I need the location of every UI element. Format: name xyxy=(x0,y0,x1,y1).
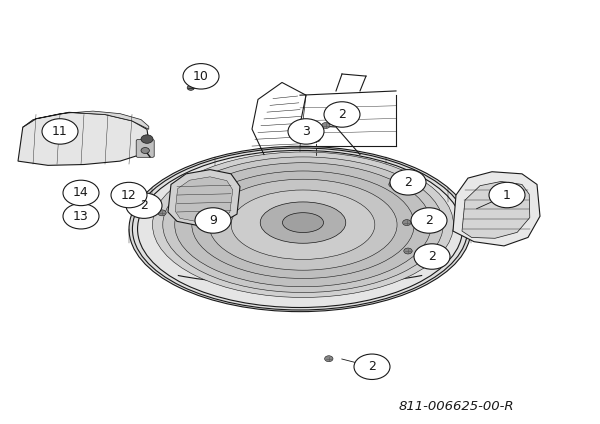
Circle shape xyxy=(141,135,153,143)
Text: 14: 14 xyxy=(73,187,89,199)
Text: 1: 1 xyxy=(503,189,511,201)
Ellipse shape xyxy=(163,157,443,293)
Circle shape xyxy=(195,208,231,233)
Circle shape xyxy=(183,64,219,89)
Polygon shape xyxy=(23,111,149,129)
Text: 2: 2 xyxy=(428,250,436,263)
Circle shape xyxy=(411,208,447,233)
Polygon shape xyxy=(453,172,540,246)
Circle shape xyxy=(187,85,194,90)
Circle shape xyxy=(322,123,330,128)
Circle shape xyxy=(126,193,162,218)
Circle shape xyxy=(158,210,166,216)
Ellipse shape xyxy=(133,148,467,310)
Polygon shape xyxy=(175,177,233,222)
Polygon shape xyxy=(18,112,149,165)
Text: 3: 3 xyxy=(302,125,310,138)
Text: 2: 2 xyxy=(338,108,346,121)
Circle shape xyxy=(111,182,147,208)
Ellipse shape xyxy=(260,202,346,243)
Ellipse shape xyxy=(152,152,454,298)
Circle shape xyxy=(404,248,412,254)
Text: 9: 9 xyxy=(209,214,217,227)
Circle shape xyxy=(288,119,324,144)
Circle shape xyxy=(42,119,78,144)
Circle shape xyxy=(331,119,339,125)
Ellipse shape xyxy=(175,163,431,287)
Text: 2: 2 xyxy=(140,199,148,212)
Circle shape xyxy=(141,148,149,153)
Circle shape xyxy=(63,204,99,229)
Circle shape xyxy=(414,244,450,269)
Circle shape xyxy=(312,136,320,142)
Circle shape xyxy=(324,102,360,127)
Text: 2: 2 xyxy=(368,360,376,373)
Polygon shape xyxy=(168,170,240,226)
Text: 2: 2 xyxy=(425,214,433,227)
Circle shape xyxy=(63,180,99,206)
Text: 11: 11 xyxy=(52,125,68,138)
Circle shape xyxy=(325,356,333,362)
Ellipse shape xyxy=(137,151,463,307)
Text: 811-006625-00-R: 811-006625-00-R xyxy=(398,400,514,413)
Text: 12: 12 xyxy=(121,189,137,201)
Text: 13: 13 xyxy=(73,210,89,223)
Ellipse shape xyxy=(283,213,323,232)
Circle shape xyxy=(389,181,397,187)
Ellipse shape xyxy=(192,171,414,279)
Circle shape xyxy=(354,354,390,379)
FancyBboxPatch shape xyxy=(136,139,154,157)
Ellipse shape xyxy=(209,179,397,270)
Circle shape xyxy=(390,170,426,195)
Circle shape xyxy=(489,182,525,208)
Text: 10: 10 xyxy=(193,70,209,83)
Ellipse shape xyxy=(129,146,471,312)
Text: 2: 2 xyxy=(404,176,412,189)
Circle shape xyxy=(403,220,411,226)
Ellipse shape xyxy=(231,190,375,259)
Polygon shape xyxy=(462,181,530,238)
